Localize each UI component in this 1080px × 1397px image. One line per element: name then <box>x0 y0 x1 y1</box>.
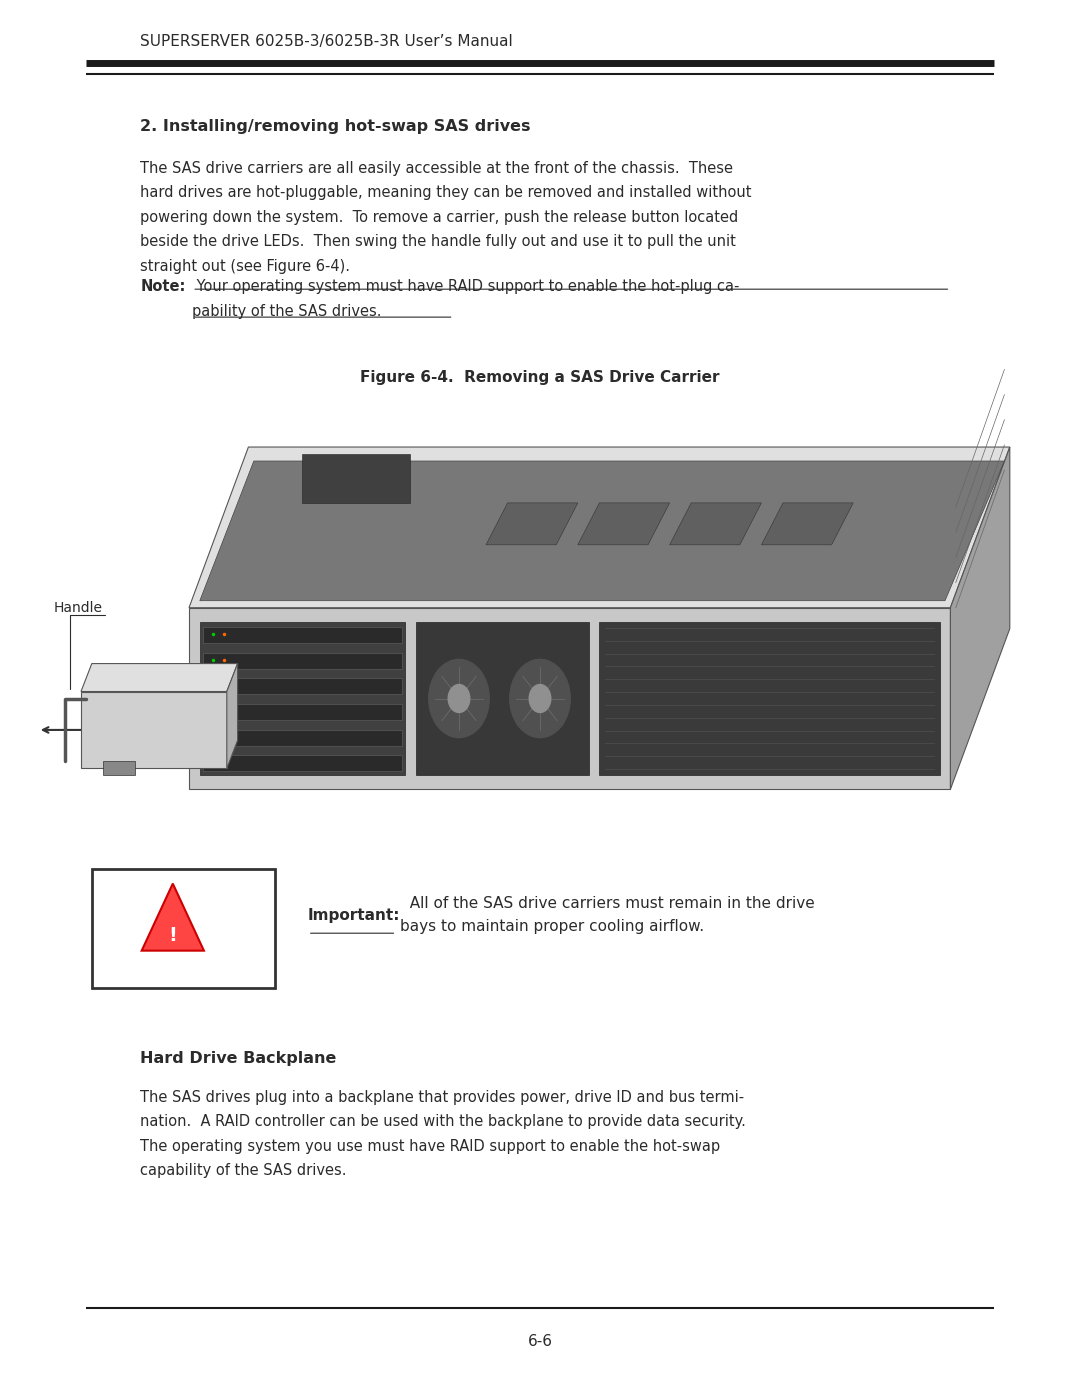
Polygon shape <box>761 503 853 545</box>
Text: Release Button: Release Button <box>286 722 391 736</box>
Text: All of the SAS drive carriers must remain in the drive
bays to maintain proper c: All of the SAS drive carriers must remai… <box>400 895 814 935</box>
Text: !: ! <box>168 926 177 944</box>
Text: Your operating system must have RAID support to enable the hot-plug ca-
pability: Your operating system must have RAID sup… <box>192 279 740 319</box>
Circle shape <box>529 685 551 712</box>
Polygon shape <box>200 461 1004 601</box>
Bar <box>103 761 135 775</box>
Bar <box>92 869 275 988</box>
Text: Handle: Handle <box>54 601 103 615</box>
Polygon shape <box>200 622 405 775</box>
Polygon shape <box>203 729 402 746</box>
Polygon shape <box>189 608 950 789</box>
Polygon shape <box>81 692 227 768</box>
Polygon shape <box>227 664 238 768</box>
Text: Figure 6-4.  Removing a SAS Drive Carrier: Figure 6-4. Removing a SAS Drive Carrier <box>361 370 719 386</box>
Polygon shape <box>670 503 761 545</box>
Text: Hard Drive Backplane: Hard Drive Backplane <box>140 1051 337 1066</box>
Polygon shape <box>203 679 402 694</box>
Text: SUPERSERVER 6025B-3/6025B-3R User’s Manual: SUPERSERVER 6025B-3/6025B-3R User’s Manu… <box>140 34 513 49</box>
Polygon shape <box>599 622 940 775</box>
Circle shape <box>429 659 489 738</box>
Polygon shape <box>203 627 402 643</box>
Polygon shape <box>203 756 402 771</box>
Text: The SAS drives plug into a backplane that provides power, drive ID and bus termi: The SAS drives plug into a backplane tha… <box>140 1090 746 1179</box>
Polygon shape <box>203 652 402 669</box>
Polygon shape <box>486 503 578 545</box>
Polygon shape <box>578 503 670 545</box>
Text: 6-6: 6-6 <box>527 1334 553 1350</box>
Polygon shape <box>302 454 410 503</box>
Circle shape <box>510 659 570 738</box>
Polygon shape <box>950 447 1010 789</box>
Text: Note:: Note: <box>140 279 186 295</box>
Polygon shape <box>189 447 1010 608</box>
Polygon shape <box>203 704 402 719</box>
Circle shape <box>448 685 470 712</box>
Polygon shape <box>81 664 238 692</box>
Polygon shape <box>141 884 204 951</box>
Polygon shape <box>416 622 589 775</box>
Text: Important:: Important: <box>308 908 401 922</box>
Text: 2. Installing/removing hot-swap SAS drives: 2. Installing/removing hot-swap SAS driv… <box>140 119 531 134</box>
Text: The SAS drive carriers are all easily accessible at the front of the chassis.  T: The SAS drive carriers are all easily ac… <box>140 161 752 274</box>
